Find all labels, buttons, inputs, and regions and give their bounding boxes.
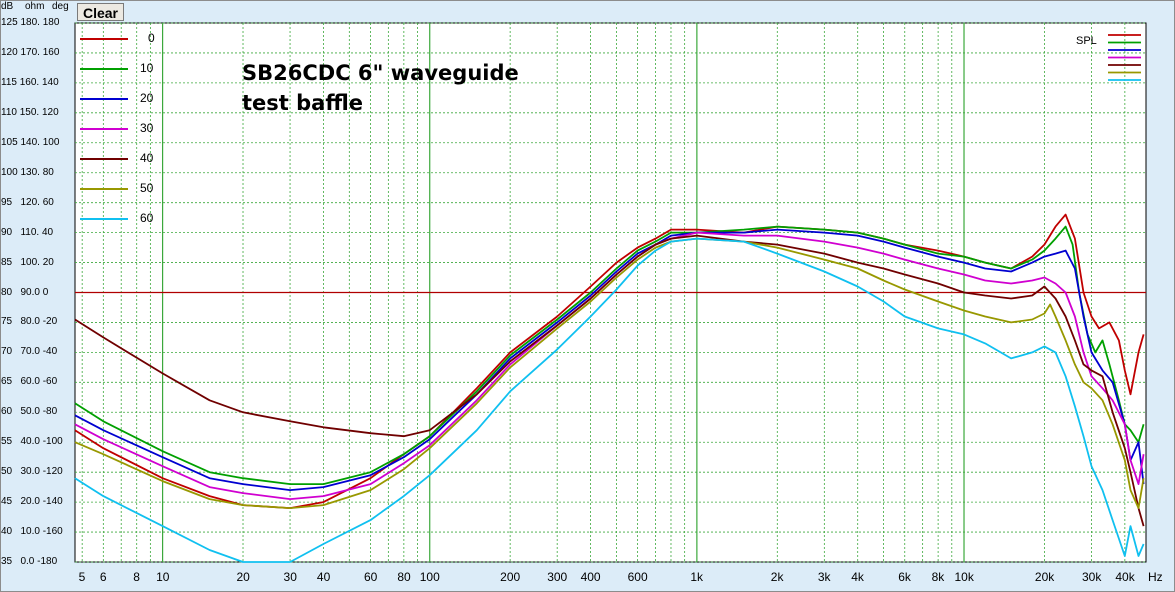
header-db-label: dB [1, 1, 14, 12]
x-tick-label: 80 [397, 570, 411, 584]
x-tick-label: 8 [133, 570, 140, 584]
series-line-10 [74, 225, 1145, 485]
legend-label-10: 10 [140, 61, 154, 75]
y-tick-label: 65 60.0 -60 [1, 376, 58, 388]
x-tick-label: 5 [78, 570, 86, 584]
x-tick-label: 60 [363, 570, 378, 584]
y-tick-label: 50 30.0 -120 [1, 466, 63, 478]
y-tick-label: 95 120. 60 [1, 196, 54, 208]
y-tick-label: 120 170. 160 [1, 46, 60, 58]
legend-label-50: 50 [140, 181, 154, 195]
header-ohm-label: ohm [25, 1, 45, 12]
legend-label-30: 30 [140, 121, 154, 135]
x-tick-label: 200 [500, 570, 521, 584]
x-tick-label: 10k [954, 570, 974, 584]
y-tick-label: 100 130. 80 [1, 166, 54, 178]
legend-label-20: 20 [140, 91, 154, 105]
x-tick-label: 40 [316, 570, 331, 584]
x-tick-label: 30 [283, 570, 297, 584]
y-tick-label: 80 90.0 0 [1, 286, 49, 298]
x-tick-label: 2k [770, 570, 784, 584]
legend-label-0: 0 [148, 31, 155, 45]
series-line-60 [74, 237, 1145, 563]
y-tick-label: 125 180. 180 [1, 17, 60, 28]
series-line-50 [74, 237, 1145, 509]
plot-title-line-2: test baffle [242, 91, 364, 115]
x-tick-label: 400 [580, 570, 601, 584]
spl-legend-label: SPL [1076, 35, 1097, 47]
y-tick-label: 40 10.0 -160 [1, 526, 63, 538]
x-tick-label: 100 [419, 570, 440, 584]
series-line-20 [74, 228, 1145, 491]
header-deg-label: deg [52, 1, 69, 12]
legend-label-40: 40 [140, 151, 154, 165]
x-tick-label: 20 [236, 570, 250, 584]
clear-button[interactable]: Clear [77, 3, 124, 21]
legend-label-60: 60 [140, 211, 154, 225]
y-tick-label: 90 110. 40 [1, 226, 54, 238]
y-tick-label: 60 50.0 -80 [1, 406, 58, 418]
series-line-40 [74, 234, 1145, 527]
x-tick-label: 10 [156, 570, 170, 584]
y-tick-label: 110 150. 120 [1, 106, 59, 118]
x-tick-label: 30k [1081, 570, 1102, 584]
x-tick-label: 8k [931, 570, 945, 584]
x-tick-label: 4k [851, 570, 864, 584]
x-unit-label: Hz [1148, 570, 1163, 584]
x-tick-label: 300 [547, 570, 568, 584]
y-tick-label: 45 20.0 -140 [1, 496, 63, 508]
y-tick-label: 105 140. 100 [1, 136, 60, 148]
y-tick-label: 75 80.0 -20 [1, 316, 58, 328]
y-tick-label: 115 160. 140 [1, 76, 59, 88]
y-tick-label: 55 40.0 -100 [1, 436, 63, 448]
x-tick-label: 3k [817, 570, 831, 584]
y-tick-label: 35 0.0 -180 [1, 556, 58, 567]
x-tick-label: 20k [1034, 570, 1055, 584]
x-tick-label: 1k [690, 570, 704, 584]
y-tick-label: 70 70.0 -40 [1, 346, 58, 358]
x-tick-label: 6k [898, 570, 911, 584]
series-line-30 [74, 231, 1145, 500]
y-tick-label: 85 100. 20 [1, 256, 54, 268]
x-tick-label: 600 [627, 570, 648, 584]
x-tick-label: 6 [99, 570, 107, 584]
plot-title-line-1: SB26CDC 6" waveguide [242, 61, 519, 85]
x-tick-label: 40k [1115, 570, 1135, 584]
plot-title: SB26CDC 6" waveguide test baffle [242, 58, 519, 118]
